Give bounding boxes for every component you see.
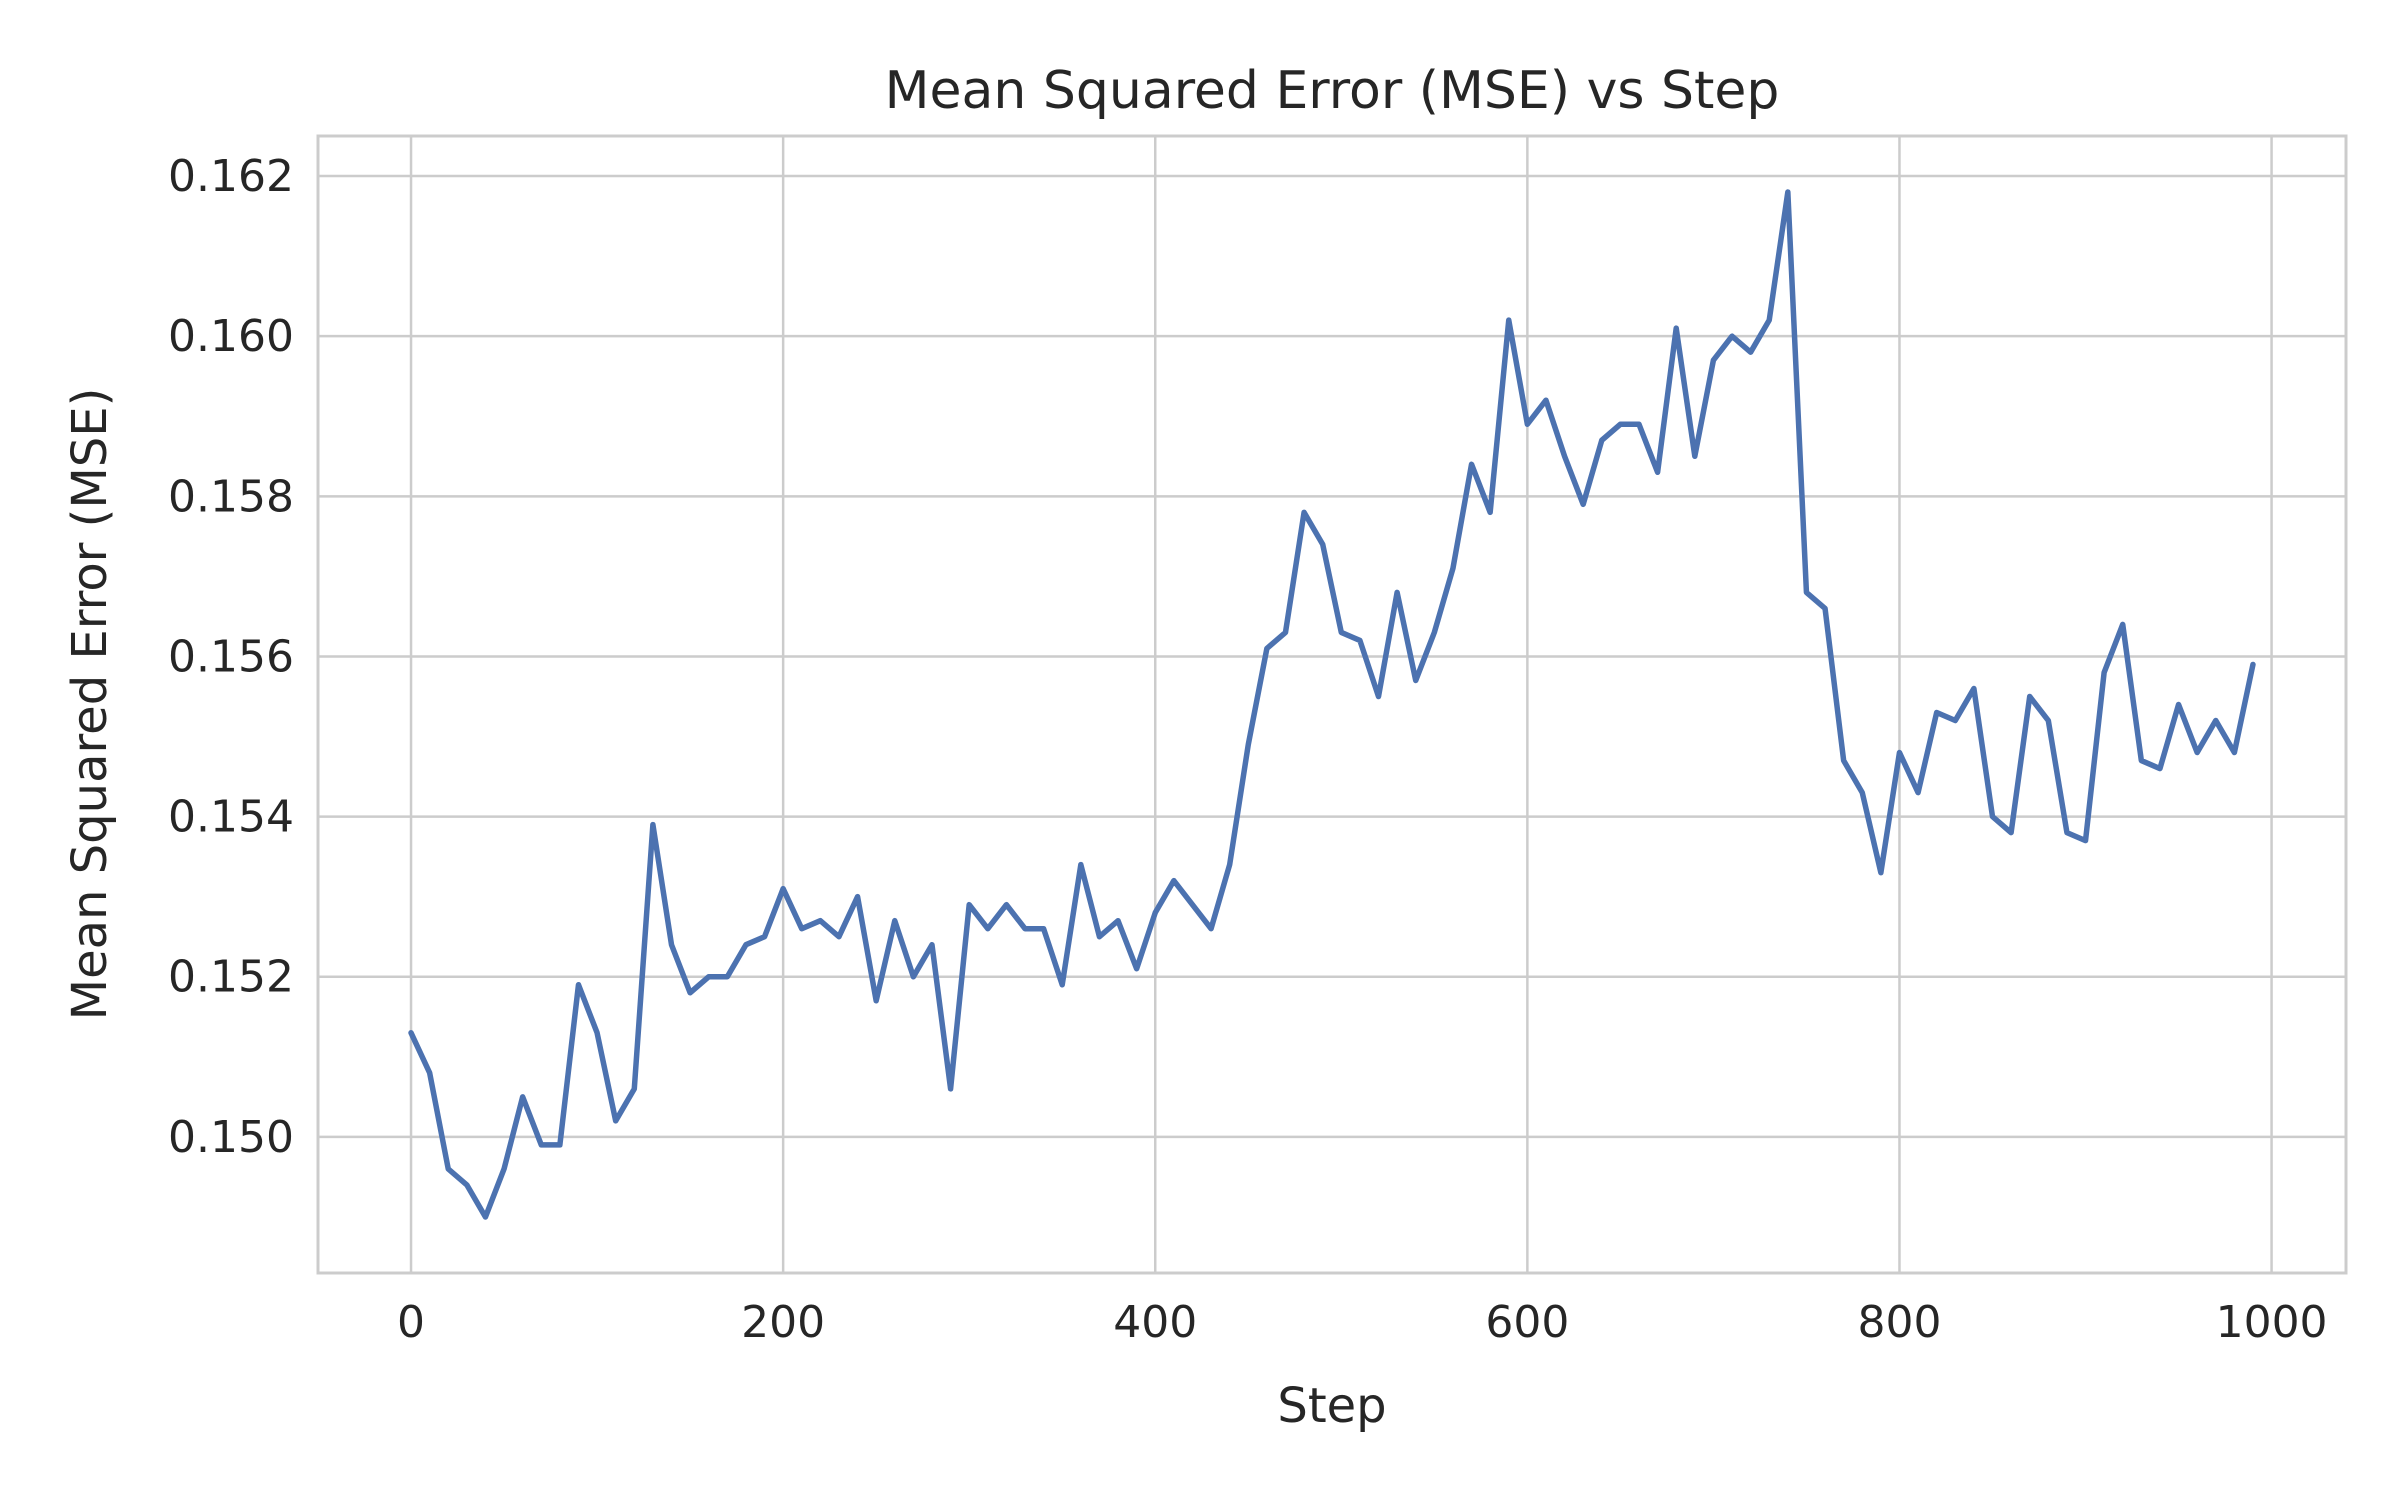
x-gridlines (409, 136, 2273, 1273)
x-tick-label: 600 (1485, 1297, 1569, 1348)
y-tick-labels: 0.150 0.152 0.154 0.156 0.158 0.160 0.162 (168, 151, 294, 1163)
y-tick-label: 0.150 (168, 1112, 294, 1163)
x-tick-label: 1000 (2216, 1297, 2328, 1348)
x-tick-label: 200 (741, 1297, 825, 1348)
y-gridlines (318, 174, 2346, 1139)
chart-title: Mean Squared Error (MSE) vs Step (885, 61, 1780, 121)
mse-series-line (408, 189, 2256, 1220)
y-tick-label: 0.156 (168, 631, 294, 682)
y-tick-label: 0.154 (168, 792, 294, 843)
y-axis-title: Mean Squared Error (MSE) (62, 388, 118, 1021)
x-tick-label: 800 (1857, 1297, 1941, 1348)
x-axis-title: Step (1277, 1378, 1386, 1434)
y-tick-label: 0.160 (168, 311, 294, 362)
x-tick-labels: 0 200 400 600 800 1000 (397, 1297, 2328, 1348)
y-tick-label: 0.158 (168, 471, 294, 522)
y-tick-label: 0.152 (168, 952, 294, 1003)
x-tick-label: 0 (397, 1297, 425, 1348)
y-tick-label: 0.162 (168, 151, 294, 202)
x-tick-label: 400 (1113, 1297, 1197, 1348)
plot-frame (316, 134, 2348, 1275)
